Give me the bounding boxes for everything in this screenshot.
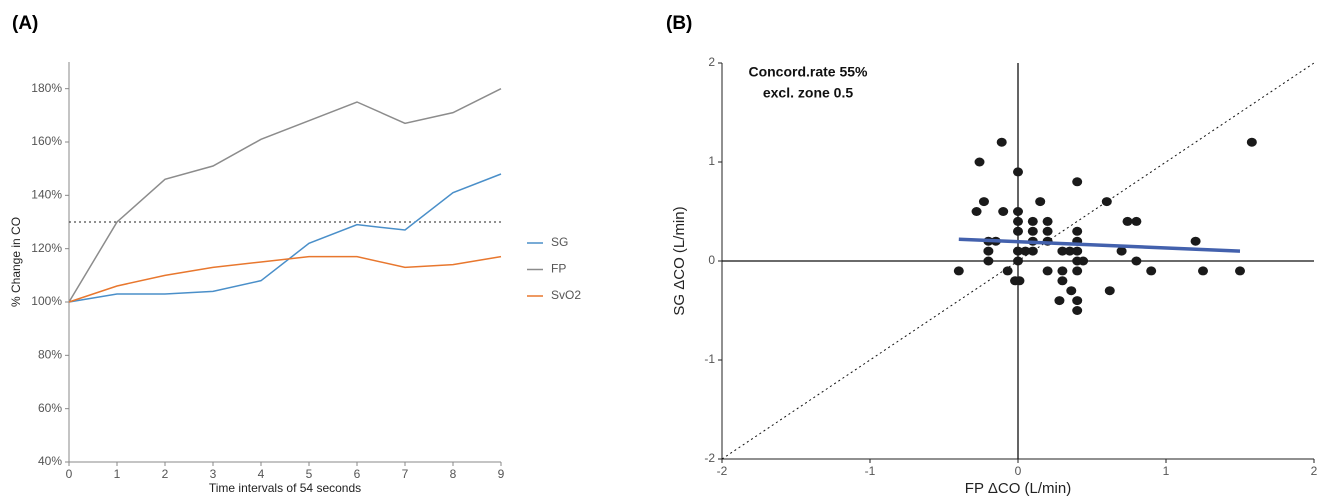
point <box>1072 246 1083 256</box>
point <box>1116 246 1127 256</box>
point <box>978 197 989 207</box>
y-tick-label: -1 <box>704 352 715 366</box>
point <box>1066 286 1077 296</box>
y-tick-label: 180% <box>31 81 62 95</box>
point <box>1054 296 1065 306</box>
x-tick-label: 2 <box>162 467 169 481</box>
point <box>1064 246 1075 256</box>
point <box>974 157 985 167</box>
y-tick-label: 60% <box>38 401 62 415</box>
point <box>1101 197 1112 207</box>
x-tick-label: 3 <box>210 467 217 481</box>
point <box>1042 226 1053 236</box>
point <box>1042 266 1053 276</box>
x-tick-label: 0 <box>66 467 73 481</box>
point <box>1146 266 1157 276</box>
point <box>1072 226 1083 236</box>
point <box>1072 177 1083 187</box>
legend-label: SG <box>551 235 568 249</box>
x-tick-label: 2 <box>1311 464 1318 478</box>
point <box>1020 246 1031 256</box>
point <box>1198 266 1208 276</box>
point <box>1013 207 1023 216</box>
annotation: excl. zone 0.5 <box>763 85 853 101</box>
point <box>1104 286 1115 296</box>
point <box>1072 306 1083 315</box>
y-tick-label: 80% <box>38 348 62 362</box>
point <box>983 256 994 266</box>
point <box>1190 236 1201 246</box>
y-tick-label: 0 <box>708 253 715 267</box>
point <box>1057 246 1068 256</box>
point <box>983 246 994 256</box>
point <box>1013 256 1023 266</box>
regression-line <box>958 237 1241 253</box>
point <box>998 207 1009 216</box>
y-tick-label: 2 <box>708 55 715 69</box>
y-axis-title: SG ΔCO (L/min) <box>671 206 688 315</box>
x-tick-label: 0 <box>1015 464 1022 478</box>
y-tick-label: 40% <box>38 454 62 468</box>
series-line <box>68 87 502 303</box>
point <box>1072 266 1083 276</box>
x-tick-label: 8 <box>450 467 457 481</box>
panel-label: (B) <box>666 13 692 34</box>
point <box>1131 216 1142 226</box>
point <box>1013 226 1023 236</box>
x-axis-title: Time intervals of 54 seconds <box>209 481 361 495</box>
legend-label: FP <box>551 262 566 276</box>
series-line <box>68 255 502 303</box>
point <box>996 137 1007 147</box>
point <box>1013 167 1023 177</box>
legend-label: SvO2 <box>551 288 581 302</box>
point <box>1078 256 1089 266</box>
point <box>1042 216 1053 226</box>
x-tick-label: -2 <box>717 464 728 478</box>
panel-label: (A) <box>12 13 38 34</box>
y-tick-label: 120% <box>31 241 62 255</box>
point <box>1057 266 1068 276</box>
point <box>1014 276 1025 286</box>
y-tick-label: 160% <box>31 134 62 148</box>
point <box>1131 256 1142 266</box>
x-tick-label: 1 <box>1163 464 1170 478</box>
x-tick-label: 4 <box>258 467 265 481</box>
point <box>1072 296 1083 306</box>
point <box>953 266 964 276</box>
x-tick-label: 7 <box>402 467 409 481</box>
point <box>1057 276 1068 286</box>
point <box>1235 266 1245 276</box>
point <box>1246 137 1257 147</box>
y-tick-label: -2 <box>704 451 715 465</box>
point <box>1027 216 1038 226</box>
point <box>1002 266 1013 276</box>
x-tick-label: 1 <box>114 467 121 481</box>
x-tick-label: -1 <box>865 464 876 478</box>
point <box>1027 246 1038 256</box>
y-tick-label: 1 <box>708 154 715 168</box>
point <box>1027 226 1038 236</box>
x-tick-label: 6 <box>354 467 361 481</box>
x-axis-title: FP ΔCO (L/min) <box>965 480 1071 497</box>
point <box>1013 216 1023 226</box>
point <box>971 207 982 216</box>
point <box>1013 246 1023 256</box>
y-axis-title: % Change in CO <box>9 217 23 307</box>
point <box>1122 216 1133 226</box>
point <box>1035 197 1046 207</box>
annotation: Concord.rate 55% <box>748 64 868 80</box>
y-tick-label: 140% <box>31 188 62 202</box>
y-tick-label: 100% <box>31 294 62 308</box>
x-tick-label: 5 <box>306 467 313 481</box>
x-tick-label: 9 <box>498 467 505 481</box>
series-line <box>68 173 502 303</box>
